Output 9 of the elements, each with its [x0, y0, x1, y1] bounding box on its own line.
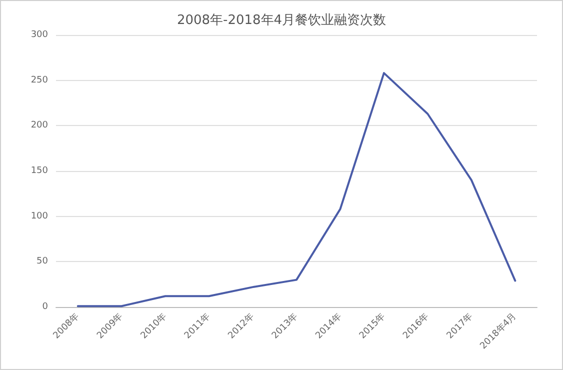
- y-tick-label: 250: [30, 75, 48, 86]
- y-tick-label: 150: [30, 166, 48, 176]
- y-tick-label: 300: [30, 30, 48, 40]
- y-tick-label: 200: [30, 120, 48, 131]
- line-series: [76, 72, 516, 308]
- y-tick-label: 50: [36, 256, 48, 267]
- chart-title: 2008年-2018年4月餐饮业融资次数: [176, 13, 386, 28]
- y-tick-label: 0: [42, 302, 48, 312]
- y-tick-label: 100: [30, 211, 48, 222]
